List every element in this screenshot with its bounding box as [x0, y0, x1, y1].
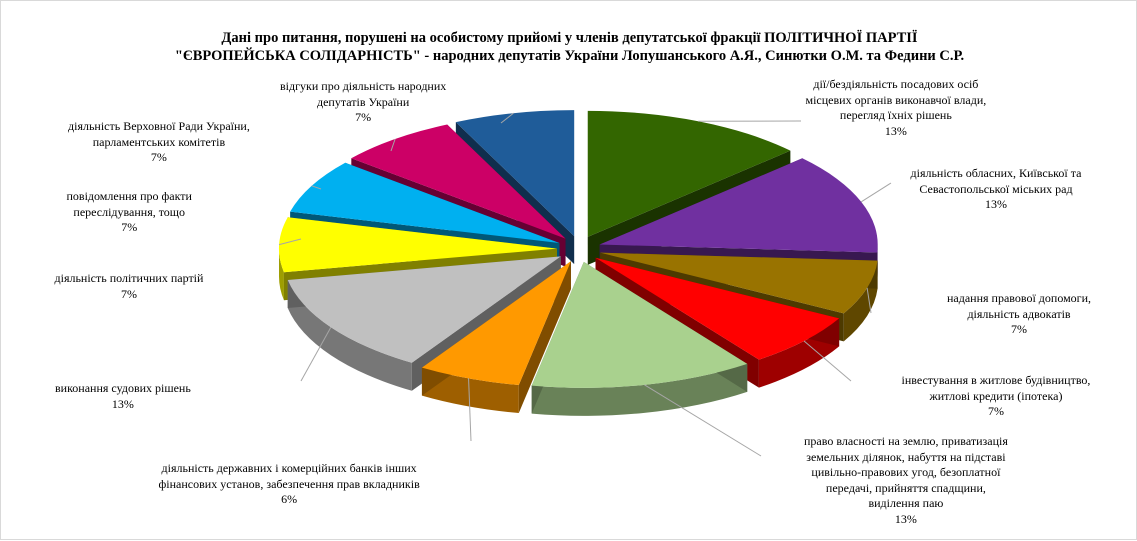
leader-line: [861, 183, 891, 202]
slice-label-text: діяльність державних і комерційних банкі…: [159, 461, 420, 477]
slice-value-label: 6%: [159, 492, 420, 508]
slice-label: інвестування в житлове будівництво,житло…: [902, 373, 1091, 420]
slice-label-text: право власності на землю, приватизація: [804, 434, 1008, 450]
slice-label: надання правової допомоги,діяльність адв…: [947, 291, 1091, 338]
slice-label-text: парламентських комітетів: [68, 135, 250, 151]
slice-label: діяльність державних і комерційних банкі…: [159, 461, 420, 508]
slice-value-label: 7%: [902, 404, 1091, 420]
slice-label-text: фінансових установ, забезпечення прав вк…: [159, 477, 420, 493]
slice-label-text: діяльність політичних партій: [55, 271, 204, 287]
slice-label-text: діяльність Верховної Ради України,: [68, 119, 250, 135]
slice-value-label: 7%: [67, 220, 192, 236]
slice-label-text: виконання судових рішень: [55, 381, 191, 397]
slice-value-label: 7%: [947, 322, 1091, 338]
slice-label-text: місцевих органів виконавчої влади,: [806, 93, 987, 109]
slice-label-text: інвестування в житлове будівництво,: [902, 373, 1091, 389]
slice-label-text: житлові кредити (іпотека): [902, 389, 1091, 405]
slice-label-text: передачі, прийняття спадщини,: [804, 481, 1008, 497]
slice-value-label: 13%: [911, 197, 1082, 213]
slice-label-text: перегляд їхніх рішень: [806, 108, 987, 124]
slice-value-label: 13%: [806, 124, 987, 140]
slice-label: діяльність Верховної Ради України,парлам…: [68, 119, 250, 166]
slice-value-label: 7%: [55, 287, 204, 303]
slice-label-text: земельних ділянок, набуття на підставі: [804, 450, 1008, 466]
slice-label-text: відгуки про діяльність народних: [280, 79, 446, 95]
slice-label-text: діяльність обласних, Київської та: [911, 166, 1082, 182]
slice-label-text: виділення паю: [804, 496, 1008, 512]
slice-value-label: 7%: [68, 150, 250, 166]
slice-label-text: діяльність адвокатів: [947, 307, 1091, 323]
slice-label-text: переслідування, тощо: [67, 205, 192, 221]
slice-label-text: надання правової допомоги,: [947, 291, 1091, 307]
slice-label-text: повідомлення про факти: [67, 189, 192, 205]
slice-label-text: Севастопольської міських рад: [911, 182, 1082, 198]
slice-value-label: 7%: [280, 110, 446, 126]
slice-label-text: дії/бездіяльність посадових осіб: [806, 77, 987, 93]
slice-label-text: цивільно-правових угод, безоплатної: [804, 465, 1008, 481]
slice-value-label: 13%: [804, 512, 1008, 528]
slice-label-text: депутатів України: [280, 95, 446, 111]
slice-value-label: 13%: [55, 397, 191, 413]
